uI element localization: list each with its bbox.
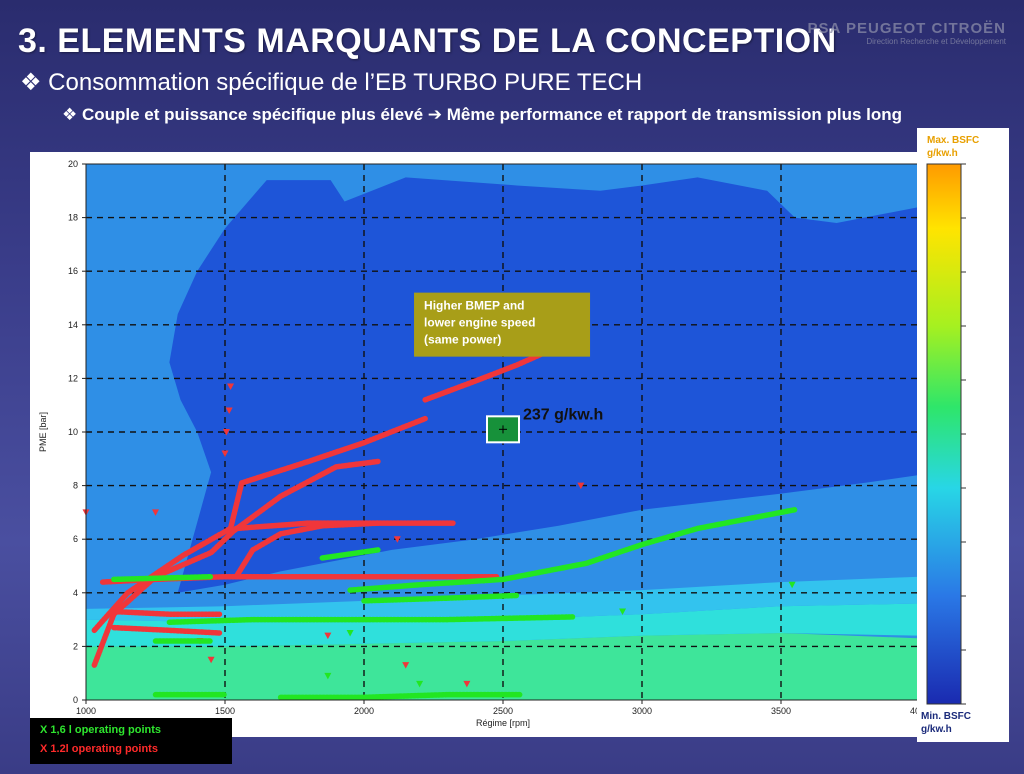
- operating-line-0-7: [233, 520, 381, 580]
- operating-point-1-1: [788, 581, 796, 589]
- colorbar-max-line2: g/kw.h: [927, 148, 958, 159]
- operating-line-1-2: [361, 592, 520, 604]
- colorbar-min-line2: g/kw.h: [921, 724, 952, 735]
- operating-point-0-11: [463, 680, 471, 688]
- series-green-1-6l: [111, 506, 798, 701]
- operating-point-0-2: [222, 429, 230, 436]
- y-tick-label-7: 14: [68, 320, 78, 330]
- series-red-1-2l: [82, 346, 585, 688]
- operating-line-0-5: [111, 608, 223, 617]
- x-tick-label-4: 3000: [632, 706, 652, 716]
- colorbar: [926, 163, 966, 705]
- x-axis-label: Régime [rpm]: [476, 718, 530, 728]
- company-logo: PSA PEUGEOT CITROËN Direction Recherche …: [808, 20, 1006, 46]
- operating-point-0-7: [207, 656, 215, 664]
- y-tick-label-4: 8: [73, 481, 78, 491]
- legend-green-entry: X 1,6 l operating points: [40, 724, 162, 736]
- operating-point-0-8: [324, 632, 332, 640]
- operating-point-0-1: [225, 407, 233, 415]
- operating-point-1-3: [416, 680, 424, 688]
- x-tick-label-0: 1000: [76, 706, 96, 716]
- colorbar-min-label: Min. BSFC g/kw.h: [921, 710, 971, 736]
- operating-point-0-4: [152, 509, 159, 516]
- logo-brand: PSA PEUGEOT CITROËN: [807, 20, 1006, 37]
- operating-line-1-5: [277, 691, 523, 701]
- y-tick-label-6: 12: [68, 373, 78, 383]
- bullet-level-1: ❖ Consommation spécifique de l’EB TURBO …: [20, 69, 643, 96]
- operating-line-1-6: [111, 573, 214, 583]
- y-tick-label-1: 2: [73, 641, 78, 651]
- operating-line-0-6: [111, 624, 223, 636]
- series-legend: X 1,6 l operating points X 1.2l operatin…: [30, 718, 232, 764]
- colorbar-max-line1: Max. BSFC: [927, 135, 980, 146]
- operating-point-0-0: [227, 383, 235, 390]
- y-tick-label-3: 6: [73, 534, 78, 544]
- contour-region-green: [86, 633, 920, 700]
- y-axis-label: PME [bar]: [38, 412, 48, 452]
- contour-region-cyan: [86, 603, 920, 647]
- contour-region-deep: [169, 177, 920, 593]
- operating-line-0-0: [91, 458, 381, 668]
- annotation-box: [414, 292, 591, 357]
- legend-red-entry: X 1.2l operating points: [40, 743, 158, 755]
- operating-point-0-10: [393, 536, 401, 543]
- operating-line-1-0: [319, 547, 381, 561]
- operating-point-1-0: [619, 608, 627, 616]
- colorbar-panel: Max. BSFC g/kw.h Min. BSFC g/kw.h: [917, 128, 1009, 742]
- operating-point-1-4: [346, 630, 354, 637]
- x-tick-label-5: 3500: [771, 706, 791, 716]
- colorbar-min-line1: Min. BSFC: [921, 711, 971, 722]
- x-tick-label-3: 2500: [493, 706, 513, 716]
- y-tick-label-5: 10: [68, 427, 78, 437]
- slide-title: 3. ELEMENTS MARQUANTS DE LA CONCEPTION: [18, 22, 837, 60]
- operating-point-0-3: [221, 450, 229, 457]
- annotation-box-line-0: Higher BMEP and: [424, 299, 524, 313]
- operating-point-0-9: [402, 662, 410, 669]
- contour-region-light: [86, 576, 920, 623]
- annotation-box-line-2: (same power): [424, 333, 501, 347]
- y-tick-label-10: 20: [68, 159, 78, 169]
- operating-line-1-3: [166, 614, 576, 626]
- operating-line-0-1: [91, 415, 428, 634]
- logo-subtitle: Direction Recherche et Développement: [866, 37, 1006, 46]
- colorbar-max-label: Max. BSFC g/kw.h: [927, 134, 979, 160]
- operating-point-1-2: [324, 672, 332, 680]
- min-bsfc-label: 237 g/kw.h: [523, 406, 603, 423]
- y-tick-label-9: 18: [68, 213, 78, 223]
- bsfc-chart-panel: 1000150020002500300035004000024681012141…: [30, 152, 960, 737]
- x-tick-label-2: 2000: [354, 706, 374, 716]
- operating-point-0-12: [577, 482, 585, 490]
- bullet-level-2: ❖ Couple et puissance spécifique plus él…: [62, 105, 903, 124]
- y-tick-label-0: 0: [73, 695, 78, 705]
- operating-line-0-2: [422, 346, 556, 403]
- y-tick-label-8: 16: [68, 266, 78, 276]
- x-tick-label-1: 1500: [215, 706, 235, 716]
- colorbar-gradient: [926, 163, 962, 705]
- operating-line-1-1: [347, 506, 798, 593]
- y-tick-label-2: 4: [73, 588, 78, 598]
- annotation-box-line-1: lower engine speed: [424, 316, 535, 330]
- bsfc-chart: 1000150020002500300035004000024681012141…: [38, 159, 930, 728]
